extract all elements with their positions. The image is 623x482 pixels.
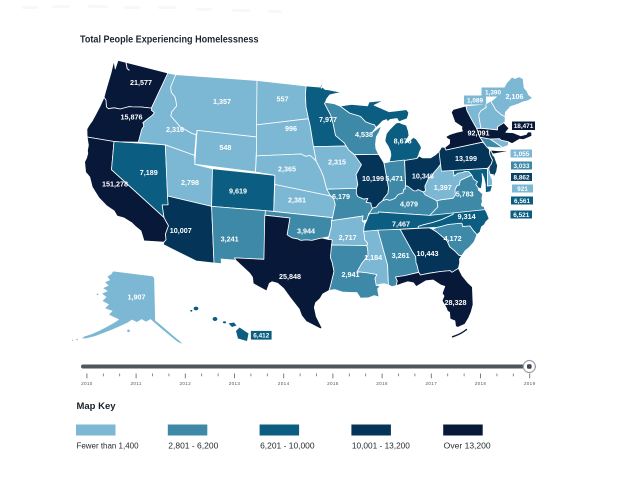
svg-text:2,798: 2,798 bbox=[181, 178, 199, 187]
svg-text:2,941: 2,941 bbox=[342, 270, 360, 279]
svg-text:10,199: 10,199 bbox=[362, 174, 384, 183]
svg-text:92,091: 92,091 bbox=[468, 129, 490, 138]
svg-text:6,201 - 10,000: 6,201 - 10,000 bbox=[260, 442, 315, 451]
svg-text:6,521: 6,521 bbox=[513, 212, 529, 219]
svg-text:557: 557 bbox=[277, 95, 289, 104]
svg-text:Over 13,200: Over 13,200 bbox=[444, 442, 492, 451]
svg-text:8,676: 8,676 bbox=[394, 137, 412, 146]
svg-text:1,907: 1,907 bbox=[128, 293, 146, 302]
svg-text:15,876: 15,876 bbox=[121, 113, 143, 122]
svg-text:2,315: 2,315 bbox=[328, 157, 346, 166]
svg-text:7,977: 7,977 bbox=[319, 115, 337, 124]
svg-text:Fewer than 1,400: Fewer than 1,400 bbox=[77, 442, 140, 451]
svg-text:996: 996 bbox=[285, 124, 297, 133]
svg-text:548: 548 bbox=[219, 143, 231, 152]
svg-text:6,561: 6,561 bbox=[514, 198, 530, 205]
svg-text:6,179: 6,179 bbox=[332, 192, 350, 201]
svg-text:2011: 2011 bbox=[130, 381, 141, 386]
svg-text:3,944: 3,944 bbox=[297, 227, 315, 236]
svg-text:1,055: 1,055 bbox=[513, 151, 529, 158]
svg-text:3,261: 3,261 bbox=[392, 251, 410, 260]
svg-text:3,241: 3,241 bbox=[221, 235, 239, 244]
svg-text:8,862: 8,862 bbox=[514, 174, 530, 181]
svg-text:1,397: 1,397 bbox=[434, 183, 452, 192]
svg-text:13,199: 13,199 bbox=[455, 154, 477, 163]
svg-text:10,346: 10,346 bbox=[412, 172, 434, 181]
svg-text:4,172: 4,172 bbox=[444, 234, 462, 243]
svg-text:7,189: 7,189 bbox=[140, 168, 158, 177]
svg-text:921: 921 bbox=[517, 186, 528, 193]
svg-text:2012: 2012 bbox=[179, 381, 191, 386]
svg-text:2010: 2010 bbox=[81, 381, 93, 386]
svg-text:25,848: 25,848 bbox=[279, 272, 301, 281]
svg-text:2,717: 2,717 bbox=[339, 233, 357, 242]
svg-text:21,577: 21,577 bbox=[130, 78, 152, 87]
svg-text:4,538: 4,538 bbox=[355, 130, 373, 139]
svg-text:28,328: 28,328 bbox=[445, 298, 467, 307]
svg-text:5,471: 5,471 bbox=[385, 174, 403, 183]
svg-text:1,184: 1,184 bbox=[364, 253, 382, 262]
svg-text:2014: 2014 bbox=[278, 381, 290, 386]
svg-text:2013: 2013 bbox=[229, 381, 241, 386]
svg-text:2,365: 2,365 bbox=[278, 165, 296, 174]
svg-text:9,619: 9,619 bbox=[229, 187, 247, 196]
svg-text:2016: 2016 bbox=[376, 381, 388, 386]
svg-text:2,381: 2,381 bbox=[288, 196, 306, 205]
svg-text:Map Key: Map Key bbox=[77, 401, 116, 411]
svg-text:1,089: 1,089 bbox=[467, 97, 483, 104]
svg-text:1,357: 1,357 bbox=[213, 97, 231, 106]
svg-text:151,278: 151,278 bbox=[102, 180, 128, 189]
svg-text:Total People Experiencing Home: Total People Experiencing Homelessness bbox=[80, 34, 259, 45]
svg-text:2015: 2015 bbox=[327, 381, 339, 386]
svg-text:5,783: 5,783 bbox=[456, 190, 474, 199]
svg-text:7,467: 7,467 bbox=[392, 220, 410, 229]
svg-text:10,007: 10,007 bbox=[170, 226, 192, 235]
svg-text:2017: 2017 bbox=[425, 381, 437, 386]
svg-text:2,106: 2,106 bbox=[506, 92, 524, 101]
svg-text:3,033: 3,033 bbox=[514, 163, 530, 170]
svg-text:2019: 2019 bbox=[524, 381, 536, 386]
svg-text:2018: 2018 bbox=[475, 381, 487, 386]
svg-text:6,412: 6,412 bbox=[253, 333, 269, 340]
svg-text:1,390: 1,390 bbox=[485, 89, 501, 96]
svg-text:2,316: 2,316 bbox=[166, 125, 184, 134]
svg-text:18,471: 18,471 bbox=[514, 123, 534, 130]
svg-text:9,314: 9,314 bbox=[458, 212, 476, 221]
svg-text:10,001 - 13,200: 10,001 - 13,200 bbox=[352, 442, 411, 451]
svg-text:10,443: 10,443 bbox=[417, 249, 439, 258]
svg-text:2,801 - 6,200: 2,801 - 6,200 bbox=[168, 442, 219, 451]
svg-text:4,079: 4,079 bbox=[400, 200, 418, 209]
